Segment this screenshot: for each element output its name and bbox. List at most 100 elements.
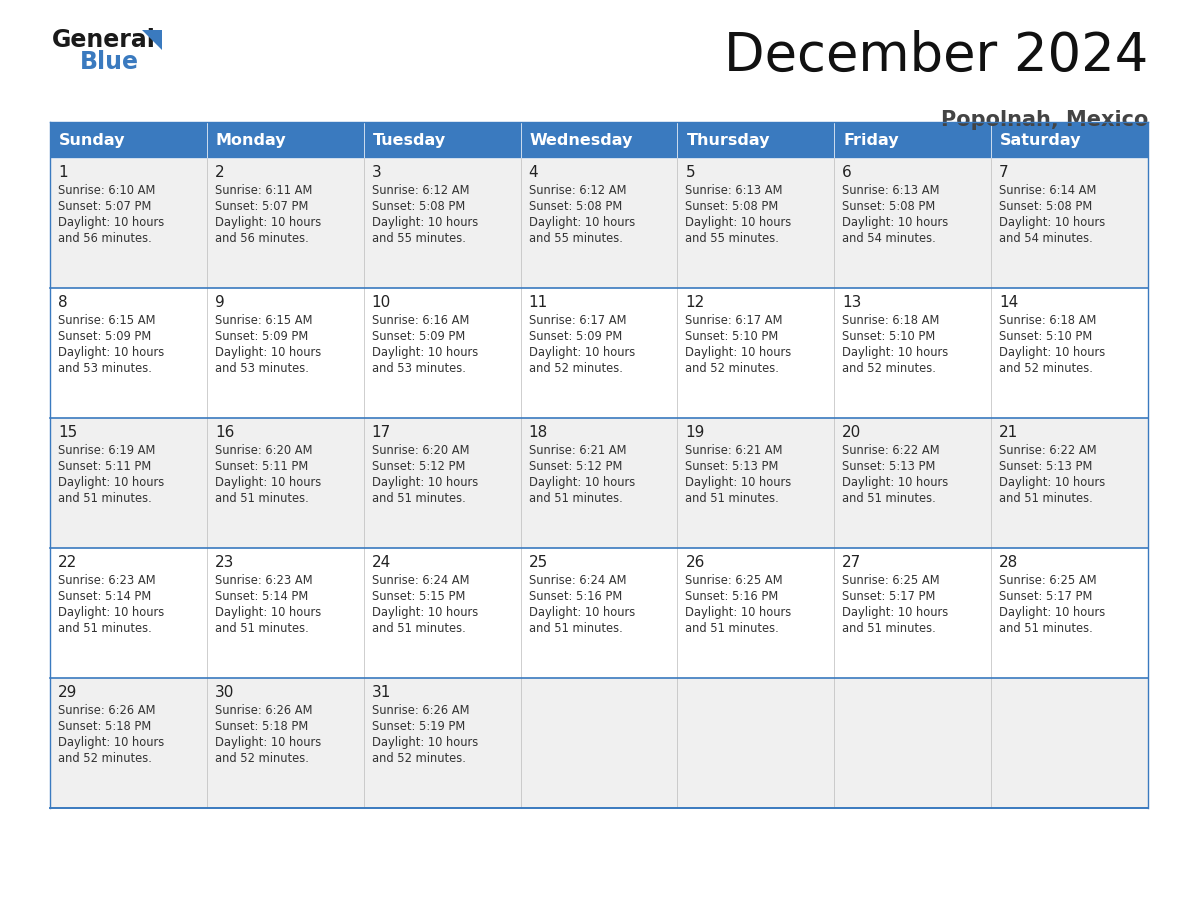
Bar	[677, 548, 834, 678]
Text: Sunrise: 6:15 AM: Sunrise: 6:15 AM	[215, 314, 312, 327]
Text: 29: 29	[58, 685, 77, 700]
Text: and 51 minutes.: and 51 minutes.	[999, 622, 1093, 635]
Text: Sunset: 5:10 PM: Sunset: 5:10 PM	[842, 330, 935, 343]
Text: 22: 22	[58, 555, 77, 570]
Text: Sunset: 5:15 PM: Sunset: 5:15 PM	[372, 590, 465, 603]
Bar	[677, 158, 834, 288]
Text: Daylight: 10 hours: Daylight: 10 hours	[529, 346, 634, 359]
Text: Monday: Monday	[216, 132, 286, 148]
Text: Sunrise: 6:22 AM: Sunrise: 6:22 AM	[999, 444, 1097, 457]
Bar	[50, 122, 207, 158]
Text: Sunset: 5:07 PM: Sunset: 5:07 PM	[58, 200, 151, 213]
Text: and 51 minutes.: and 51 minutes.	[58, 622, 152, 635]
Text: Daylight: 10 hours: Daylight: 10 hours	[215, 476, 321, 489]
Text: and 51 minutes.: and 51 minutes.	[215, 622, 309, 635]
Text: Sunrise: 6:16 AM: Sunrise: 6:16 AM	[372, 314, 469, 327]
Text: and 56 minutes.: and 56 minutes.	[58, 232, 152, 245]
Text: and 51 minutes.: and 51 minutes.	[372, 492, 466, 505]
Text: Popolnah, Mexico: Popolnah, Mexico	[941, 110, 1148, 130]
Text: 21: 21	[999, 425, 1018, 440]
Bar	[207, 678, 364, 808]
Text: Sunrise: 6:13 AM: Sunrise: 6:13 AM	[842, 184, 940, 197]
Bar	[520, 678, 677, 808]
Text: Sunset: 5:09 PM: Sunset: 5:09 PM	[372, 330, 465, 343]
Bar	[207, 548, 364, 678]
Bar	[50, 548, 207, 678]
Text: Friday: Friday	[843, 132, 899, 148]
Text: Daylight: 10 hours: Daylight: 10 hours	[529, 606, 634, 619]
Text: Sunset: 5:09 PM: Sunset: 5:09 PM	[529, 330, 621, 343]
Text: 11: 11	[529, 295, 548, 310]
Text: Sunrise: 6:26 AM: Sunrise: 6:26 AM	[215, 704, 312, 717]
Bar	[364, 678, 520, 808]
Bar	[677, 288, 834, 418]
Bar	[364, 548, 520, 678]
Text: Daylight: 10 hours: Daylight: 10 hours	[685, 346, 791, 359]
Text: 13: 13	[842, 295, 861, 310]
Text: Sunrise: 6:23 AM: Sunrise: 6:23 AM	[215, 574, 312, 587]
Text: Sunset: 5:11 PM: Sunset: 5:11 PM	[58, 460, 151, 473]
Bar	[991, 678, 1148, 808]
Text: Daylight: 10 hours: Daylight: 10 hours	[842, 476, 948, 489]
Text: and 51 minutes.: and 51 minutes.	[58, 492, 152, 505]
Text: Sunrise: 6:19 AM: Sunrise: 6:19 AM	[58, 444, 156, 457]
Text: Sunrise: 6:10 AM: Sunrise: 6:10 AM	[58, 184, 156, 197]
Bar	[991, 158, 1148, 288]
Text: Sunset: 5:08 PM: Sunset: 5:08 PM	[372, 200, 465, 213]
Text: Sunset: 5:09 PM: Sunset: 5:09 PM	[58, 330, 151, 343]
Bar	[991, 418, 1148, 548]
Text: Daylight: 10 hours: Daylight: 10 hours	[999, 606, 1105, 619]
Text: and 55 minutes.: and 55 minutes.	[529, 232, 623, 245]
Text: 6: 6	[842, 165, 852, 180]
Bar	[364, 122, 520, 158]
Text: Blue: Blue	[80, 50, 139, 74]
Text: Sunrise: 6:22 AM: Sunrise: 6:22 AM	[842, 444, 940, 457]
Text: 2: 2	[215, 165, 225, 180]
Text: Sunrise: 6:15 AM: Sunrise: 6:15 AM	[58, 314, 156, 327]
Text: Daylight: 10 hours: Daylight: 10 hours	[529, 476, 634, 489]
Text: 20: 20	[842, 425, 861, 440]
Text: and 52 minutes.: and 52 minutes.	[215, 752, 309, 765]
Text: Sunset: 5:17 PM: Sunset: 5:17 PM	[842, 590, 936, 603]
Text: Daylight: 10 hours: Daylight: 10 hours	[685, 216, 791, 229]
Text: Sunrise: 6:13 AM: Sunrise: 6:13 AM	[685, 184, 783, 197]
Text: Sunset: 5:10 PM: Sunset: 5:10 PM	[685, 330, 778, 343]
Text: General: General	[52, 28, 156, 52]
Text: 10: 10	[372, 295, 391, 310]
Text: Daylight: 10 hours: Daylight: 10 hours	[999, 216, 1105, 229]
Text: Sunset: 5:18 PM: Sunset: 5:18 PM	[215, 720, 308, 733]
Bar	[834, 418, 991, 548]
Text: 26: 26	[685, 555, 704, 570]
Bar	[207, 122, 364, 158]
Text: 30: 30	[215, 685, 234, 700]
Text: Sunrise: 6:14 AM: Sunrise: 6:14 AM	[999, 184, 1097, 197]
Bar	[991, 122, 1148, 158]
Text: and 53 minutes.: and 53 minutes.	[215, 362, 309, 375]
Text: Daylight: 10 hours: Daylight: 10 hours	[842, 216, 948, 229]
Text: Daylight: 10 hours: Daylight: 10 hours	[58, 216, 164, 229]
Text: and 51 minutes.: and 51 minutes.	[842, 622, 936, 635]
Bar	[834, 548, 991, 678]
Bar	[364, 158, 520, 288]
Text: 27: 27	[842, 555, 861, 570]
Text: Sunset: 5:19 PM: Sunset: 5:19 PM	[372, 720, 465, 733]
Text: 24: 24	[372, 555, 391, 570]
Text: Sunrise: 6:21 AM: Sunrise: 6:21 AM	[529, 444, 626, 457]
Text: Daylight: 10 hours: Daylight: 10 hours	[372, 606, 478, 619]
Polygon shape	[143, 30, 162, 50]
Text: Daylight: 10 hours: Daylight: 10 hours	[372, 216, 478, 229]
Text: Sunset: 5:08 PM: Sunset: 5:08 PM	[999, 200, 1093, 213]
Text: 14: 14	[999, 295, 1018, 310]
Bar	[520, 122, 677, 158]
Text: Sunrise: 6:24 AM: Sunrise: 6:24 AM	[372, 574, 469, 587]
Text: Sunset: 5:14 PM: Sunset: 5:14 PM	[58, 590, 151, 603]
Text: Daylight: 10 hours: Daylight: 10 hours	[215, 216, 321, 229]
Text: and 52 minutes.: and 52 minutes.	[999, 362, 1093, 375]
Text: Sunrise: 6:12 AM: Sunrise: 6:12 AM	[372, 184, 469, 197]
Text: 16: 16	[215, 425, 234, 440]
Text: Sunrise: 6:18 AM: Sunrise: 6:18 AM	[999, 314, 1097, 327]
Text: Daylight: 10 hours: Daylight: 10 hours	[529, 216, 634, 229]
Text: Sunset: 5:09 PM: Sunset: 5:09 PM	[215, 330, 308, 343]
Text: 28: 28	[999, 555, 1018, 570]
Text: Daylight: 10 hours: Daylight: 10 hours	[58, 346, 164, 359]
